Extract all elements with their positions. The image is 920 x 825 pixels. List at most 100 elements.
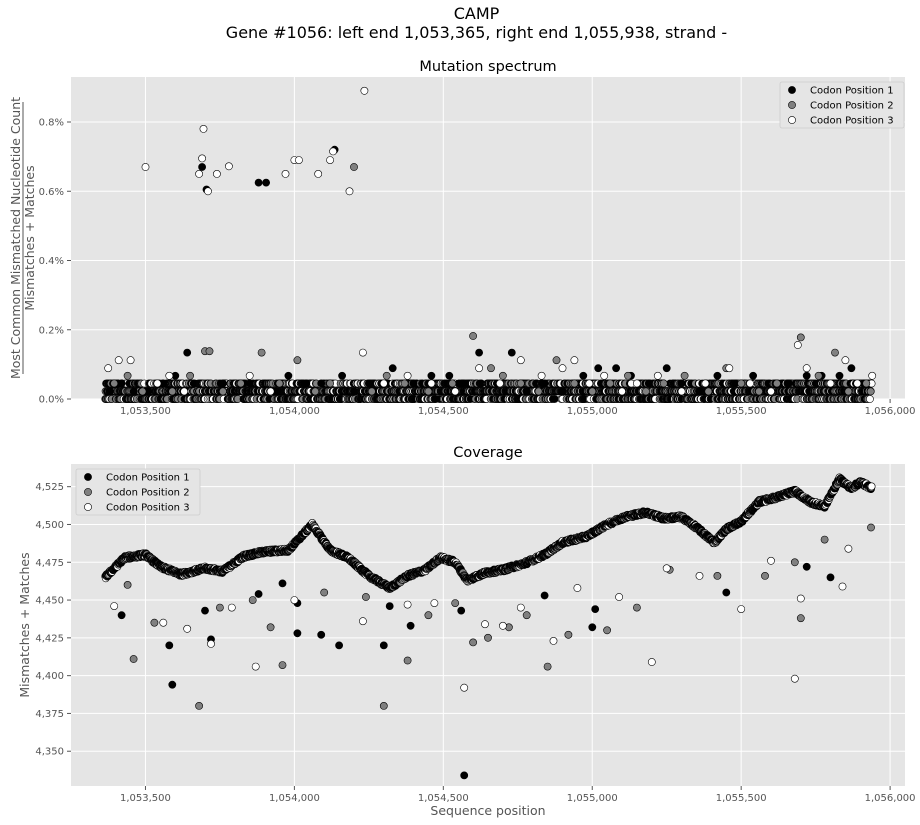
x-tick-label: 1,054,000 xyxy=(269,793,320,804)
y-tick-label: 0.6% xyxy=(39,187,64,198)
data-point xyxy=(458,379,467,388)
mutation-spectrum-y-ticks: 0.0%0.2%0.4%0.6%0.8% xyxy=(39,118,71,406)
data-point xyxy=(204,187,212,196)
data-point xyxy=(507,348,516,357)
data-point xyxy=(360,86,369,95)
data-point xyxy=(236,379,245,388)
data-point xyxy=(701,379,710,388)
figure-title-line2: Gene #1056: left end 1,053,365, right en… xyxy=(225,23,728,42)
data-point xyxy=(302,379,311,388)
data-point xyxy=(835,371,844,380)
data-point xyxy=(198,154,206,163)
legend-entry: Codon Position 2 xyxy=(810,101,894,112)
data-point xyxy=(713,371,722,380)
data-point xyxy=(826,379,835,388)
data-point xyxy=(773,379,781,388)
x-tick-label: 1,054,000 xyxy=(269,406,320,417)
data-point xyxy=(183,348,192,357)
data-point xyxy=(129,387,138,396)
data-point xyxy=(165,371,174,380)
data-point xyxy=(141,163,150,171)
data-point xyxy=(552,356,561,365)
data-point xyxy=(205,347,214,356)
data-point xyxy=(198,163,206,171)
data-point xyxy=(594,364,603,373)
y-tick-label: 4,400 xyxy=(35,671,64,682)
data-point xyxy=(114,356,123,365)
data-point xyxy=(293,356,302,365)
mutation-spectrum-axes: 1,053,500 1,054,000 1,054,500 1,055,000 1,05… xyxy=(8,59,916,417)
data-point xyxy=(266,387,275,396)
x-tick-label: 1,053,500 xyxy=(120,406,171,417)
data-point xyxy=(218,387,227,396)
data-point xyxy=(802,364,811,373)
data-point xyxy=(427,379,436,388)
data-point xyxy=(862,379,871,388)
y-tick-label: 4,425 xyxy=(35,633,64,644)
mutation-spectrum-points xyxy=(101,86,877,403)
data-point xyxy=(841,356,850,365)
data-point xyxy=(475,364,483,373)
data-point xyxy=(326,156,334,164)
data-point xyxy=(314,169,323,178)
data-point xyxy=(186,371,194,380)
data-point xyxy=(725,364,734,373)
data-point xyxy=(653,371,662,380)
data-point xyxy=(853,379,862,388)
y-tick-label: 0.2% xyxy=(39,325,64,336)
data-point xyxy=(110,379,119,388)
data-point xyxy=(802,371,811,380)
data-point xyxy=(749,371,757,380)
data-point xyxy=(469,332,477,340)
data-point xyxy=(644,379,653,388)
data-point xyxy=(831,348,839,357)
y-tick-label: 4,450 xyxy=(35,596,64,607)
data-point xyxy=(388,364,397,373)
data-point xyxy=(624,371,632,380)
x-tick-label: 1,053,500 xyxy=(120,793,171,804)
data-point xyxy=(600,371,609,380)
coverage-x-ticks: 1,053,500 1,054,000 1,054,500 1,055,000 1,05… xyxy=(120,786,916,804)
legend-entry: Codon Position 1 xyxy=(810,86,894,97)
x-tick-label: 1,054,500 xyxy=(418,406,469,417)
data-point xyxy=(317,379,326,388)
data-point xyxy=(618,387,626,396)
data-point xyxy=(123,371,132,380)
data-point xyxy=(606,379,614,388)
data-point xyxy=(475,348,483,357)
y-tick-label: 0.8% xyxy=(39,118,64,129)
data-point xyxy=(558,387,567,396)
data-point xyxy=(677,379,686,388)
data-point xyxy=(382,371,391,380)
data-point xyxy=(680,371,689,380)
data-point xyxy=(403,371,412,380)
x-tick-label: 1,056,000 xyxy=(865,406,916,417)
x-tick-label: 1,055,500 xyxy=(716,793,767,804)
data-point xyxy=(737,379,746,388)
data-point xyxy=(814,371,823,380)
data-point xyxy=(570,356,579,365)
data-point xyxy=(409,379,418,388)
x-tick-label: 1,055,500 xyxy=(716,406,767,417)
data-point xyxy=(579,371,588,380)
legend-marker xyxy=(788,86,796,94)
data-point xyxy=(212,169,221,178)
data-point xyxy=(448,379,457,388)
data-point xyxy=(677,387,686,396)
data-point xyxy=(642,387,650,396)
data-point xyxy=(345,187,354,196)
data-point xyxy=(180,387,189,396)
data-point xyxy=(126,356,135,365)
data-point xyxy=(358,348,367,357)
data-point xyxy=(257,348,266,357)
data-point xyxy=(367,387,376,396)
data-point xyxy=(168,387,177,396)
data-point xyxy=(612,364,620,373)
data-point xyxy=(427,371,436,380)
x-tick-label: 1,055,000 xyxy=(567,406,618,417)
data-point xyxy=(400,379,409,388)
data-point xyxy=(451,387,460,396)
